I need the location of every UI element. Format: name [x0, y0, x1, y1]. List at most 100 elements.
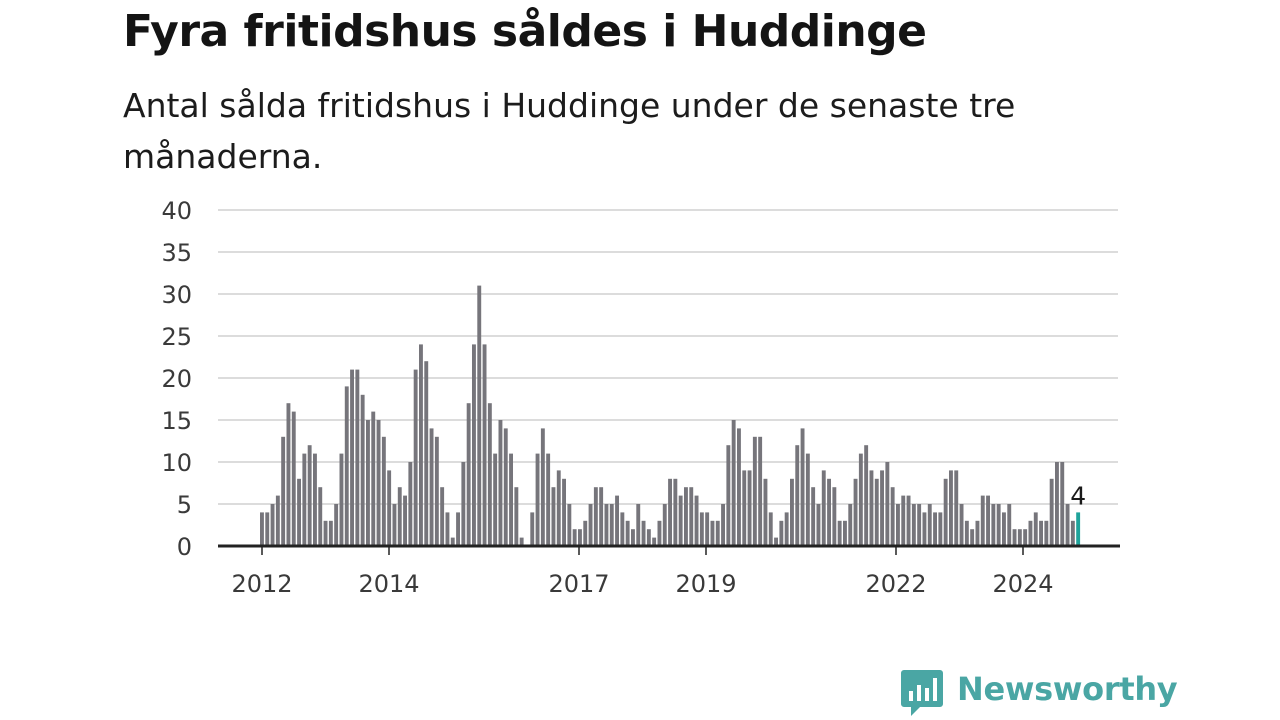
bar — [424, 361, 429, 546]
bar — [737, 428, 741, 546]
x-axis: 2012 2014 2017 2019 2022 2024 — [218, 544, 1120, 598]
bar — [694, 495, 699, 546]
bar — [578, 529, 582, 546]
bar — [615, 495, 619, 546]
bar — [487, 403, 492, 546]
y-tick-label: 5 — [177, 491, 192, 519]
bar — [334, 504, 339, 546]
bar — [996, 504, 1001, 546]
bar — [461, 462, 466, 546]
bar — [715, 520, 720, 546]
y-tick-label: 10 — [161, 449, 192, 477]
bar — [933, 512, 937, 546]
bar — [355, 369, 360, 546]
bar — [302, 453, 307, 546]
y-tick-label: 30 — [161, 281, 192, 309]
bar — [609, 504, 614, 546]
bar — [381, 436, 386, 546]
bar — [291, 411, 296, 546]
bar — [811, 487, 816, 546]
bar — [350, 369, 354, 546]
bar — [991, 504, 996, 546]
bar — [853, 478, 858, 546]
bar — [874, 478, 879, 546]
bar — [366, 420, 370, 546]
bar — [858, 453, 863, 546]
bar — [869, 470, 874, 546]
bar — [403, 495, 407, 546]
bar — [795, 445, 800, 546]
bar — [339, 453, 344, 546]
bar — [1039, 520, 1043, 546]
bar — [668, 478, 672, 546]
bar — [911, 504, 916, 546]
bar — [784, 512, 789, 546]
bar — [678, 495, 683, 546]
bar — [1044, 520, 1049, 546]
bar — [419, 344, 423, 546]
bar — [747, 470, 752, 546]
bar — [790, 478, 794, 546]
bar — [313, 453, 317, 546]
bar — [1055, 462, 1059, 546]
bar — [286, 403, 291, 546]
bar-highlight — [1076, 512, 1081, 546]
bar-chart: 0 5 10 15 20 25 30 35 40 2012 2014 2017 2019 2022 202… — [161, 197, 1120, 598]
bar — [1070, 520, 1075, 546]
bar — [970, 529, 975, 546]
bar — [890, 487, 895, 546]
bar — [964, 520, 969, 546]
bars — [260, 285, 1081, 546]
bar — [456, 512, 460, 546]
bar — [864, 445, 869, 546]
y-tick-label: 35 — [161, 239, 192, 267]
y-axis-tick-labels: 0 5 10 15 20 25 30 35 40 — [161, 197, 192, 561]
bar — [514, 487, 519, 546]
chart-subtitle: Antal sålda fritidshus i Huddinge under … — [123, 86, 1016, 176]
x-tick-label: 2024 — [992, 570, 1053, 598]
brand-name: Newsworthy — [957, 670, 1178, 708]
bar — [376, 420, 381, 546]
x-tick-label: 2012 — [231, 570, 292, 598]
bar — [1002, 512, 1006, 546]
bar — [466, 403, 471, 546]
bar — [774, 537, 778, 546]
bar — [408, 462, 413, 546]
bar — [593, 487, 598, 546]
bar — [885, 462, 890, 546]
bar — [689, 487, 694, 546]
bar — [832, 487, 837, 546]
bar — [297, 478, 301, 546]
bar — [472, 344, 476, 546]
bar — [641, 520, 646, 546]
bar — [975, 520, 980, 546]
bar — [906, 495, 911, 546]
bar — [922, 512, 927, 546]
bar — [275, 495, 280, 546]
bar — [562, 478, 566, 546]
bar — [1033, 512, 1038, 546]
bar — [445, 512, 450, 546]
bar — [721, 504, 725, 546]
bar — [880, 470, 884, 546]
bar — [652, 537, 657, 546]
bar — [556, 470, 561, 546]
bar — [397, 487, 402, 546]
bar — [371, 411, 376, 546]
bar — [1028, 520, 1033, 546]
bar — [986, 495, 990, 546]
bar — [657, 520, 662, 546]
bar — [1023, 529, 1028, 546]
bar — [318, 487, 323, 546]
x-tick-label: 2022 — [865, 570, 926, 598]
bar — [779, 520, 784, 546]
bar — [959, 504, 964, 546]
bar — [265, 512, 270, 546]
bar — [546, 453, 551, 546]
chart-title: Fyra fritidshus såldes i Huddinge — [123, 6, 927, 57]
bar — [636, 504, 641, 546]
bar — [260, 512, 264, 546]
bar — [927, 504, 932, 546]
newsworthy-logo-icon — [901, 670, 943, 716]
bar — [726, 445, 731, 546]
